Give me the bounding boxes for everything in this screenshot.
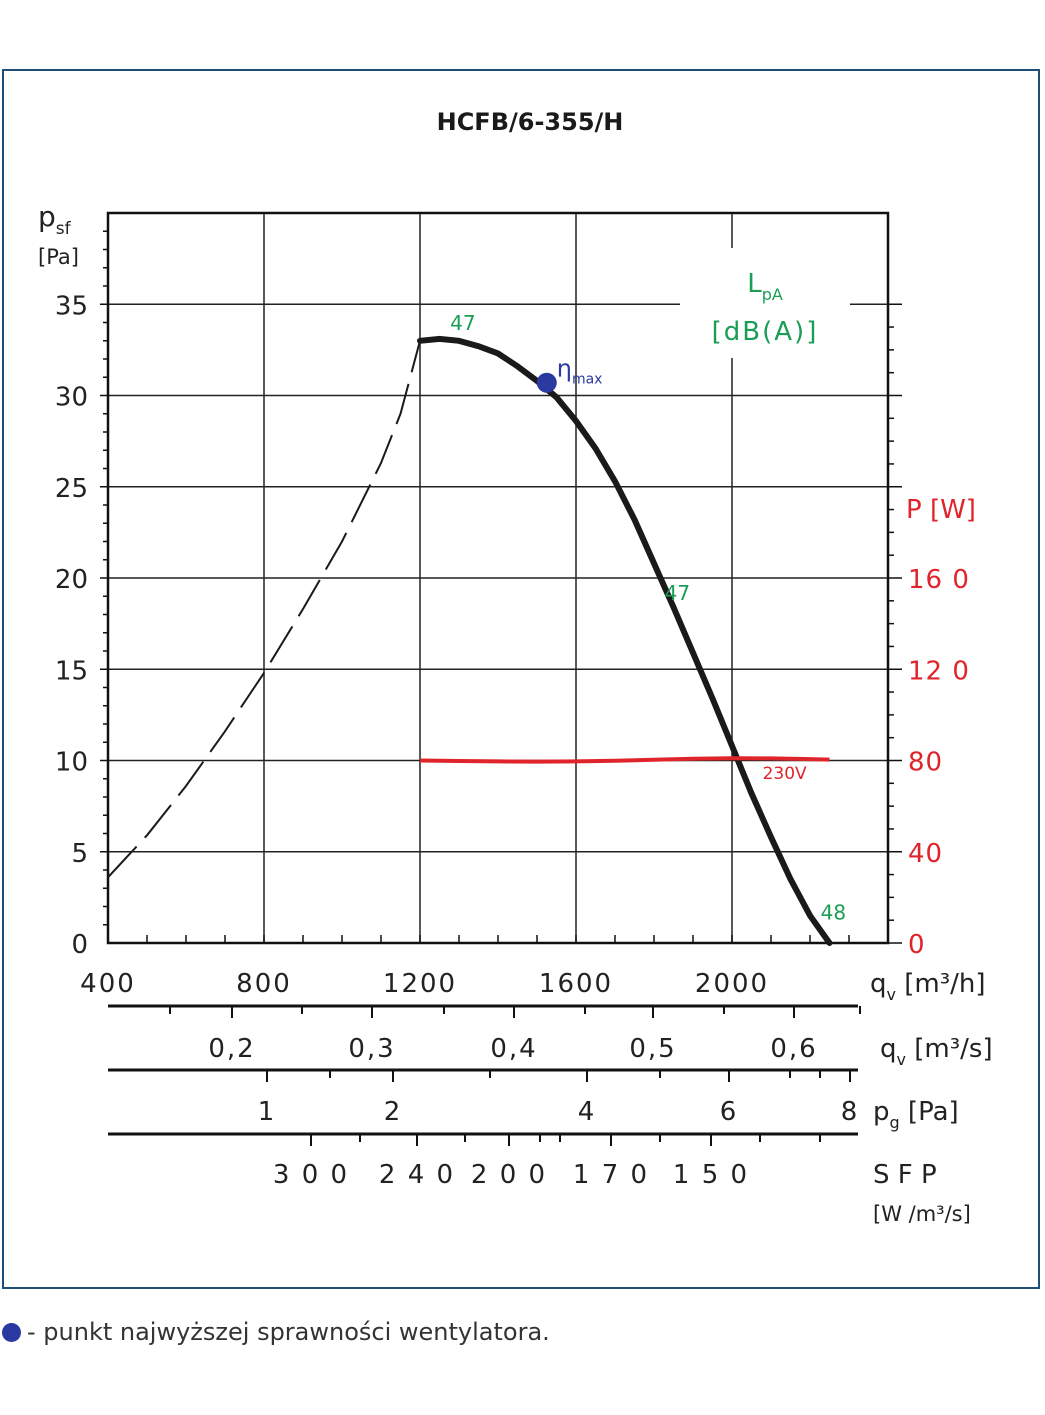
pg-tick-label: 8 [841,1097,860,1127]
x-tick-label: 800 [236,969,292,999]
footnote: - punkt najwyższej sprawności wentylator… [2,1318,550,1346]
right-tick-label: 0 [908,930,926,960]
sfp-tick-label: 1 5 0 [673,1160,749,1190]
eta-max-legend-icon [2,1323,21,1342]
y-tick-label: 20 [55,565,88,595]
sound-level-label: 48 [821,900,846,924]
sfp-tick-label: 2 4 0 [379,1160,455,1190]
pg-tick-label: 4 [578,1097,597,1127]
right-tick-label: 80 [908,748,943,778]
x-axis-label: qv [m³/h] [870,969,986,1004]
x-tick-label: 2000 [695,969,769,999]
pg-tick-label: 6 [720,1097,739,1127]
sfp-tick-label: 3 0 0 [273,1160,349,1190]
chart-frame [2,69,1040,1289]
right-tick-label: 16 0 [908,565,970,595]
voltage-label: 230V [763,764,807,784]
eta-max-point [536,372,557,393]
qv-m3s-tick-label: 0,2 [208,1034,255,1064]
x-tick-label: 1200 [383,969,457,999]
x-tick-label: 400 [80,969,136,999]
y-tick-label: 15 [55,656,88,686]
y-tick-label: 5 [71,839,88,869]
right-axis-label: P [W] [906,495,976,525]
lpa-unit-label: [dB(A)] [712,317,819,347]
sfp-tick-label: 2 0 0 [471,1160,547,1190]
y-tick-label: 30 [55,383,88,413]
lpa-label-bg [680,248,850,358]
power-curve [419,756,830,764]
eta-max-label: ηmax [557,355,603,388]
qv-m3s-tick-label: 0,3 [348,1034,395,1064]
qv-m3s-tick-label: 0,6 [770,1034,817,1064]
sound-level-label: 47 [665,581,690,605]
y-tick-label: 10 [55,748,88,778]
sfp-axis-label: S F P [873,1160,937,1190]
footnote-text: - punkt najwyższej sprawności wentylator… [27,1318,550,1346]
qv-m3s-axis-label: qv [m³/s] [880,1034,993,1069]
y-axis-unit: [Pa] [38,245,79,269]
pg-axis-label: pg [Pa] [873,1097,959,1132]
sfp-tick-label: 1 7 0 [573,1160,649,1190]
sfp-axis-unit: [W /m³/s] [873,1202,971,1226]
x-tick-label: 1600 [539,969,613,999]
sound-level-label: 47 [450,311,475,335]
y-axis-label: psf [38,200,72,239]
right-tick-label: 12 0 [908,656,970,686]
y-tick-label: 25 [55,474,88,504]
lpa-label: LpA [747,269,783,304]
qv-m3s-tick-label: 0,4 [490,1034,537,1064]
pg-tick-label: 2 [384,1097,403,1127]
qv-m3s-tick-label: 0,5 [629,1034,676,1064]
right-tick-label: 40 [908,839,943,869]
pressure-curve-unstable [107,340,421,878]
y-tick-label: 35 [55,291,88,321]
chart-title: HCFB/6-355/H [437,108,624,136]
pressure-curve [417,335,833,946]
pg-tick-label: 1 [258,1097,277,1127]
y-tick-label: 0 [71,930,88,960]
